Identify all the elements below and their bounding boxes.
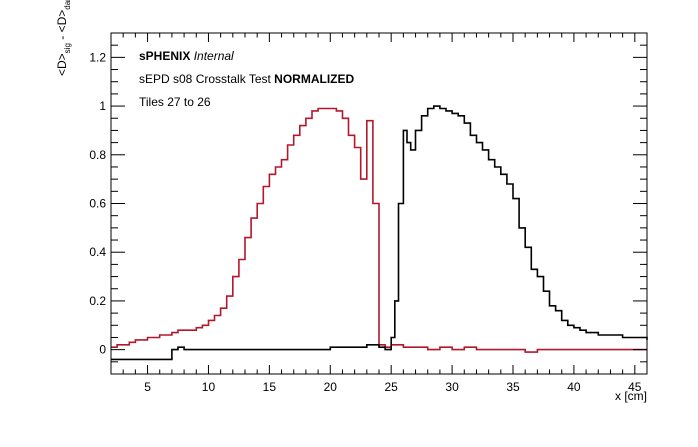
annotation-tiles: Tiles 27 to 26	[139, 95, 211, 109]
annotation-test: sEPD s08 Crosstalk Test NORMALIZED	[139, 72, 354, 86]
series-layer	[111, 105, 648, 361]
x-tick-label: 5	[144, 380, 151, 394]
y-title-sep: -	[55, 32, 69, 43]
x-tick-label: 40	[567, 380, 581, 394]
series-1-line	[111, 105, 648, 361]
x-tick-label: 20	[324, 380, 338, 394]
x-tick-label: 30	[445, 380, 459, 394]
y-tick-label: 0.4	[89, 245, 106, 259]
annotation-test-bold: NORMALIZED	[274, 72, 354, 86]
y-tick-label: 0.6	[89, 197, 106, 211]
x-tick-label: 10	[202, 380, 216, 394]
y-tick-label: 0.8	[89, 148, 106, 162]
y-title-part-a: <D>	[55, 53, 69, 76]
svg-text:<D>sig - <D>dark: <D>sig - <D>dark	[55, 0, 72, 76]
x-axis-title: x [cm]	[615, 389, 647, 403]
x-tick-label: 45	[628, 380, 642, 394]
y-title-sub-b: dark	[63, 0, 72, 10]
y-title-part-b: <D>	[55, 10, 69, 33]
annotation-brand: sPHENIX Internal	[139, 49, 234, 63]
series-0-line	[111, 107, 647, 353]
y-axis-title: <D>sig - <D>dark	[55, 0, 72, 76]
annotation-brand-italic: Internal	[190, 49, 234, 63]
x-tick-label: 25	[385, 380, 399, 394]
y-tick-label: 1	[99, 99, 106, 113]
y-tick-label: 0.2	[89, 294, 106, 308]
y-tick-label: 1.2	[89, 50, 106, 64]
y-title-sub-a: sig	[63, 43, 72, 53]
annotation-brand-bold: sPHENIX	[139, 49, 190, 63]
y-tick-label: 0	[99, 343, 106, 357]
x-tick-label: 35	[506, 380, 520, 394]
annotation-test-normal: sEPD s08 Crosstalk Test	[139, 72, 274, 86]
ticks-layer: 5 10 15 20 25 30 35 40 45 0 0.2 0.4 0.6 0.8 1 1.2	[89, 32, 648, 394]
x-tick-label: 15	[263, 380, 277, 394]
